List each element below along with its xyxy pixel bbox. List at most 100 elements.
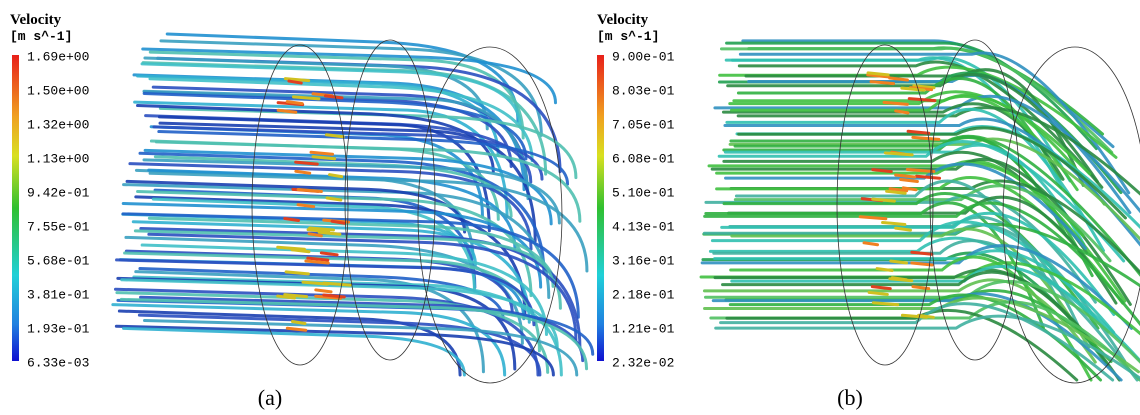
streamline [148, 171, 589, 273]
streamline [736, 106, 1140, 196]
streamline-segment [894, 226, 912, 232]
streamline [142, 91, 528, 161]
streamline-segment [294, 160, 319, 166]
streamline-segment [319, 251, 339, 257]
streamline [703, 201, 1140, 327]
streamline-segment [866, 73, 891, 79]
streamline-segment [869, 80, 896, 86]
colorbar-tick-label: 1.21e-01 [612, 321, 675, 336]
streamline-segment [907, 97, 937, 103]
colorbar-tick-label: 6.08e-01 [612, 151, 675, 166]
streamline [141, 47, 557, 105]
streamline-segment [304, 259, 330, 265]
streamline-segment [899, 178, 919, 184]
streamline-segment [285, 100, 304, 106]
streamline-segment [867, 290, 889, 296]
streamline-segment [314, 288, 333, 294]
streamline-segment [308, 226, 335, 232]
streamline-segment [283, 77, 311, 83]
streamline [730, 56, 1063, 189]
streamline-segment [866, 71, 890, 77]
streamline-segment [301, 280, 329, 286]
streamline [122, 326, 466, 377]
streamline-segment [311, 155, 337, 161]
streamline [728, 293, 1102, 382]
streamline [117, 309, 462, 377]
colorbar-tick-label: 1.93e-01 [27, 321, 90, 336]
colorbar-unit: [m s^-1] [597, 29, 659, 44]
colorbar-tick-label: 7.05e-01 [612, 117, 675, 132]
panel-caption: (a) [258, 385, 282, 410]
streamline [121, 212, 580, 319]
streamline [141, 61, 548, 176]
streamline-segment [306, 256, 330, 262]
streamline-segment [900, 86, 926, 92]
colorbar-unit: [m s^-1] [10, 29, 72, 44]
streamline [111, 303, 507, 377]
streamline-segment [882, 100, 909, 106]
streamline-segment [276, 108, 298, 114]
streamline-segment [276, 245, 306, 251]
streamline-segment [309, 150, 335, 156]
streamline [713, 94, 1140, 214]
streamline-segment [901, 186, 918, 192]
streamline [148, 50, 525, 140]
streamline-segment [296, 203, 316, 209]
streamline-segment [894, 173, 917, 179]
streamline [136, 74, 500, 158]
streamline-segment [296, 188, 323, 194]
streamline-segment [914, 174, 942, 180]
colorbar-tick-label: 2.18e-01 [612, 287, 675, 302]
streamline-segment [870, 285, 892, 291]
streamline [133, 229, 555, 288]
colorbar [597, 55, 604, 361]
streamline-segment [885, 189, 907, 195]
streamline-segment [327, 173, 344, 179]
streamline [143, 148, 553, 226]
streamline-segment [290, 248, 311, 254]
streamline [702, 278, 1097, 364]
streamline-segment [888, 187, 909, 193]
streamline [154, 140, 582, 223]
streamline [737, 126, 1127, 220]
streamline-segment [858, 215, 888, 221]
streamline-segment [894, 109, 910, 115]
streamline [703, 279, 1140, 364]
colorbar-tick-label: 5.10e-01 [612, 185, 675, 200]
streamline-segment [862, 241, 880, 247]
streamline [159, 39, 543, 137]
panel-b: Velocity[m s^-1] 9.00e-01 8.03e-01 7.05e-01… [597, 12, 1140, 410]
streamline [722, 192, 1100, 330]
colorbar-tick-label: 7.55e-01 [27, 219, 90, 234]
streamline [140, 62, 522, 129]
colorbar-tick-label: 2.32e-02 [612, 355, 674, 370]
streamline [710, 220, 1087, 304]
colorbar-tick-label: 8.03e-01 [612, 83, 675, 98]
streamline-segment [871, 301, 900, 307]
streamline-segment [890, 276, 908, 282]
streamline [738, 51, 1131, 195]
streamline [737, 60, 1104, 189]
colorbar-tick-label: 1.13e+00 [27, 151, 89, 166]
colorbar [12, 55, 19, 361]
cylinder-outline [1002, 46, 1140, 384]
streamline [139, 226, 582, 350]
streamline-segment [323, 94, 344, 100]
streamline [721, 102, 1065, 181]
colorbar-tick-label: 6.33e-03 [27, 355, 89, 370]
streamline-segment [317, 230, 342, 236]
streamline-segment [875, 267, 894, 273]
streamline [149, 139, 500, 221]
colorbar-tick-label: 4.13e-01 [612, 219, 675, 234]
streamline-segment [325, 196, 343, 202]
streamline-segment [905, 167, 936, 173]
cylinder-outline [251, 44, 349, 366]
streamline-segment [889, 259, 909, 265]
streamline [122, 183, 551, 299]
streamline-segment [906, 129, 931, 135]
streamline-segment [910, 261, 934, 267]
streamline [728, 137, 1140, 242]
streamline [729, 179, 1140, 275]
colorbar-tick-label: 3.16e-01 [612, 253, 675, 268]
streamline-segment [871, 197, 896, 203]
